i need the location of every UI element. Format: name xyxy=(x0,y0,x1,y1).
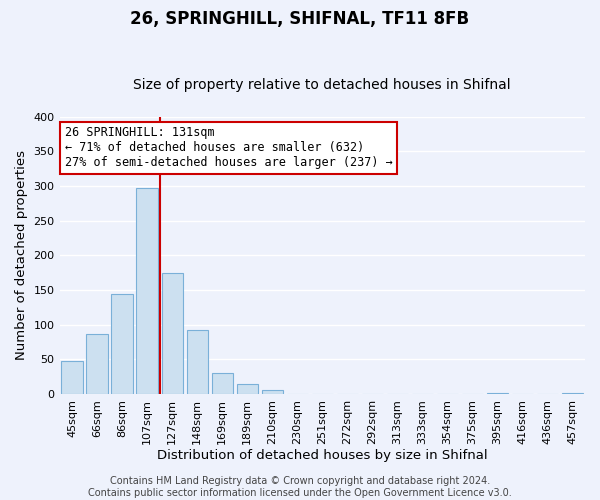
Title: Size of property relative to detached houses in Shifnal: Size of property relative to detached ho… xyxy=(133,78,511,92)
Bar xyxy=(562,392,583,394)
X-axis label: Distribution of detached houses by size in Shifnal: Distribution of detached houses by size … xyxy=(157,450,488,462)
Bar xyxy=(262,390,283,394)
Text: Contains HM Land Registry data © Crown copyright and database right 2024.
Contai: Contains HM Land Registry data © Crown c… xyxy=(88,476,512,498)
Bar xyxy=(487,392,508,394)
Bar xyxy=(136,188,158,394)
Bar xyxy=(212,373,233,394)
Bar xyxy=(61,362,83,394)
Bar xyxy=(161,272,183,394)
Bar xyxy=(86,334,108,394)
Y-axis label: Number of detached properties: Number of detached properties xyxy=(15,150,28,360)
Bar xyxy=(112,294,133,394)
Bar xyxy=(187,330,208,394)
Text: 26 SPRINGHILL: 131sqm
← 71% of detached houses are smaller (632)
27% of semi-det: 26 SPRINGHILL: 131sqm ← 71% of detached … xyxy=(65,126,392,170)
Bar xyxy=(236,384,258,394)
Text: 26, SPRINGHILL, SHIFNAL, TF11 8FB: 26, SPRINGHILL, SHIFNAL, TF11 8FB xyxy=(130,10,470,28)
